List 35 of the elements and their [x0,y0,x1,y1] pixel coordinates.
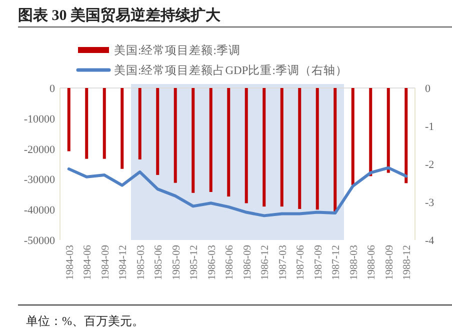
x-tick-label: 1988-09 [384,245,396,280]
x-tick-label: 1987-06 [296,245,307,280]
y2-tick-label: -3 [425,197,435,209]
legend-label: 美国:经常项目差额:季调 [114,43,240,57]
x-tick-label: 1984-06 [82,245,94,280]
y2-tick-label: -2 [425,159,434,171]
x-tick-label: 1988-03 [348,245,360,280]
x-tick-label: 1988-12 [402,245,414,280]
text: 单位：%、百万美元。 [26,314,144,328]
y2-tick-label: -4 [425,235,435,247]
x-tick-label: 1985-12 [189,245,200,280]
chart-title: 图表 30 美国贸易逆差持续扩大 [18,6,222,24]
x-tick-label: 1984-09 [100,245,112,280]
x-tick-label: 1985-03 [136,245,147,280]
x-tick-label: 1988-06 [366,245,378,280]
y-tick-label: -30000 [24,174,56,186]
y-tick-label: 0 [50,83,56,95]
x-tick-label: 1984-12 [118,245,130,280]
x-tick-label: 1985-06 [154,245,165,280]
x-tick-label: 1986-09 [242,245,254,280]
y-tick-label: -10000 [24,113,56,126]
x-tick-label: 1987-03 [278,245,289,280]
x-tick-label: 1984-03 [64,245,76,280]
x-tick-label: 1985-09 [171,245,182,280]
x-tick-label: 1986-06 [224,245,236,280]
y2-tick-label: 0 [425,83,431,95]
y-tick-label: -20000 [24,144,56,156]
x-tick-label: 1986-03 [206,245,218,280]
x-tick-label: 1987-12 [331,245,342,280]
x-tick-label: 1987-09 [313,245,324,280]
y2-tick-label: -1 [425,121,434,133]
y-tick-label: -40000 [24,204,56,217]
y-tick-label: -50000 [24,235,56,247]
legend-label: 美国:经常项目差额占GDP比重:季调（右轴） [114,63,348,77]
x-tick-label: 1986-12 [260,245,272,280]
